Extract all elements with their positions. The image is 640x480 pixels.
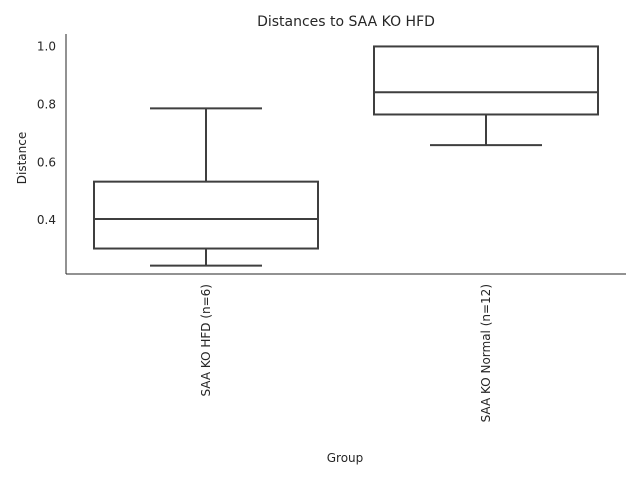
y-axis-label: Distance bbox=[15, 132, 29, 184]
x-axis-label: Group bbox=[327, 451, 364, 465]
iqr-box bbox=[373, 45, 599, 116]
y-tick-label: 0.8 bbox=[37, 97, 56, 111]
y-tick-label: 0.6 bbox=[37, 155, 56, 169]
iqr-box bbox=[93, 180, 319, 250]
x-tick-label: SAA KO HFD (n=6) bbox=[199, 284, 213, 397]
y-tick-label: 0.4 bbox=[37, 213, 56, 227]
y-tick-label: 1.0 bbox=[37, 39, 56, 53]
chart-title: Distances to SAA KO HFD bbox=[257, 14, 435, 30]
plot-area: 0.4 0.6 0.8 1.0 SAA KO HFD (n=6) SAA KO Norma… bbox=[37, 34, 626, 422]
x-tick-label: SAA KO Normal (n=12) bbox=[479, 284, 493, 422]
